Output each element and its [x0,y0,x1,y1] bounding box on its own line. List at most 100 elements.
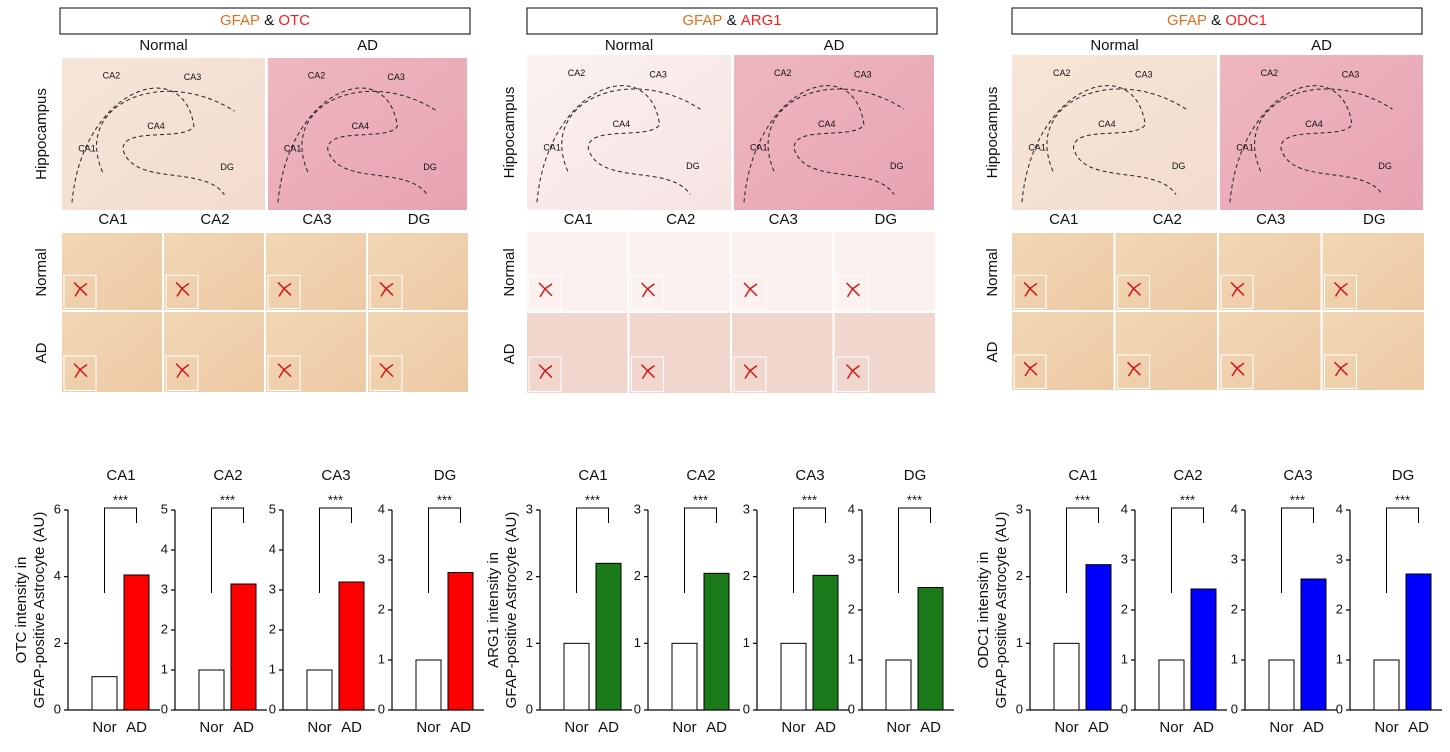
y-tick-label: 1 [848,651,855,666]
y-tick-label: 2 [378,601,385,616]
inset [165,355,199,391]
image-label: CA4 [1305,119,1323,129]
header-conj: & [264,12,278,29]
y-tick-label: 4 [54,568,61,583]
bar [703,572,730,711]
y-tick-label: 4 [269,541,276,556]
astrocyte [1230,281,1245,297]
significance-bracket [428,507,461,593]
column-label: AD [1311,37,1332,54]
inset [1117,354,1150,389]
astrocyte [1126,281,1142,297]
x-tick-label: Nor [886,719,910,736]
chart-title: CA3 [795,467,824,484]
image-label: CA3 [184,72,202,82]
row-label: Hippocampus [33,88,50,180]
significance-bracket [211,507,244,593]
micrograph [1219,312,1321,390]
chart-title: DG [1392,467,1415,484]
image-label: CA2 [774,68,792,78]
image-label: DG [423,162,437,172]
micrograph [732,232,833,311]
inset [63,355,97,391]
inset [267,274,301,309]
y-axis-label: GFAP-positive Astrocyte (AU) [993,512,1010,709]
significance-bracket [1281,507,1314,593]
significance: *** [437,492,452,507]
y-tick-label: 5 [161,501,168,516]
y-tick-label: 2 [161,621,168,636]
bar [123,574,150,711]
image-label: CA3 [854,70,872,80]
astrocyte [743,282,758,298]
inset [1013,354,1047,389]
region-outline [71,87,225,203]
header-stain1: GFAP [1167,12,1211,29]
significance-bracket [1171,507,1204,593]
x-tick-label: AD [1303,719,1324,736]
significance-bracket [684,507,717,593]
region-label: DG [1363,211,1386,228]
inset [1324,354,1357,389]
chart-title: CA1 [106,467,135,484]
micrograph [732,313,833,393]
inset [369,355,403,391]
bar [1405,573,1432,711]
header-stain1: GFAP [220,12,264,29]
image-label: DG [1172,161,1186,171]
region-label: DG [408,211,431,228]
y-tick-label: 0 [1016,701,1023,716]
y-tick-label: 1 [161,661,168,676]
y-tick-label: 3 [848,551,855,566]
image-label: CA3 [649,70,667,80]
astrocyte [640,364,656,379]
y-tick-label: 1 [634,635,641,650]
bar [198,669,225,711]
bar [1190,588,1217,711]
inset [165,274,199,309]
y-tick-label: 0 [378,701,385,716]
bar [563,642,590,711]
y-tick-label: 2 [848,601,855,616]
image-label: CA4 [818,119,836,129]
micrograph [527,313,628,393]
region-label: CA2 [666,211,695,228]
inset [631,356,664,392]
x-tick-label: AD [1193,719,1214,736]
bar [447,572,474,711]
y-tick-label: 1 [269,661,276,676]
y-tick-label: 2 [54,635,61,650]
header-target: OTC [278,12,310,29]
inset [1220,274,1254,309]
region-label: CA1 [98,211,127,228]
y-tick-label: 3 [1121,551,1128,566]
y-tick-label: 0 [161,701,168,716]
inset [1117,274,1150,309]
y-tick-label: 2 [1336,601,1343,616]
x-tick-label: Nor [199,719,223,736]
region-label: CA1 [1049,211,1078,228]
image-label: CA2 [103,71,121,81]
inset [369,274,403,309]
region-label: CA3 [769,211,798,228]
y-tick-label: 4 [161,541,168,556]
header-target: ARG1 [741,12,782,29]
y-tick-label: 0 [848,701,855,716]
micrograph [268,58,467,210]
header-box [59,7,471,35]
y-tick-label: 3 [1016,501,1023,516]
region-outline [743,85,895,203]
column-label: Normal [1090,37,1138,54]
x-tick-label: AD [815,719,836,736]
y-axis-label: GFAP-positive Astrocyte (AU) [31,512,48,709]
header-target: ODC1 [1225,12,1267,29]
inset [528,274,562,310]
region-outline [277,87,428,203]
significance: *** [907,492,922,507]
y-axis-label: ARG1 intensity in [485,552,502,668]
region-outline [561,88,701,172]
micrograph [834,232,935,311]
image-label: DG [220,162,234,172]
header-title: GFAP & ODC1 [1167,12,1267,29]
significance-bracket [1066,507,1099,593]
